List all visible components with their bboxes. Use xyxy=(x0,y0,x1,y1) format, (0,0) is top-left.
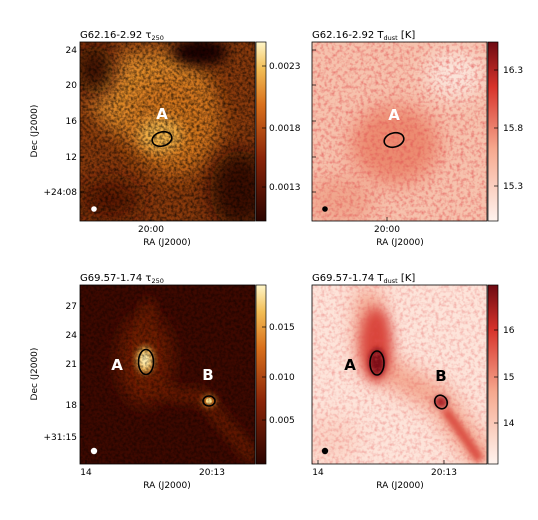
panel-g62-tau: G62.16-2.92 τ250 A 24 20 16 12 +24:08 20 xyxy=(30,30,301,248)
ra-tick: 20:00 xyxy=(138,225,164,235)
colorbar xyxy=(487,41,499,222)
colorbar-tick: 0.010 xyxy=(269,373,295,383)
x-axis-label: RA (J2000) xyxy=(143,481,191,491)
x-axis-label: RA (J2000) xyxy=(376,238,424,248)
source-label-a: A xyxy=(111,356,123,374)
beam-marker xyxy=(321,447,329,455)
colorbar-tick: 16.3 xyxy=(503,66,523,76)
colorbar-tick: 0.005 xyxy=(269,416,295,426)
panel-g69-tau: G69.57-1.74 τ250 A B 27 24 21 18 +31:15 … xyxy=(30,273,295,491)
source-contour-a xyxy=(151,130,173,148)
source-contour-b xyxy=(433,394,449,410)
temperature-map-image xyxy=(312,42,487,221)
source-contour-b xyxy=(202,395,216,407)
source-contour-a xyxy=(137,348,155,376)
colorbar-tick: 0.0023 xyxy=(269,62,301,72)
dec-tick: +31:15 xyxy=(44,433,77,443)
dec-tick: 24 xyxy=(66,46,78,56)
dec-tick: +24:08 xyxy=(44,188,78,198)
colorbar xyxy=(255,284,267,465)
colorbar-tick: 15 xyxy=(503,373,514,383)
colorbar-tick: 0.0018 xyxy=(269,124,301,134)
colorbar-tick: 16 xyxy=(503,326,515,336)
colorbar-tick: 15.3 xyxy=(503,182,523,192)
ra-tick: 20:13 xyxy=(431,468,457,478)
x-axis-label: RA (J2000) xyxy=(376,481,424,491)
panel-g69-tdust: G69.57-1.74 Tdust [K] A B 14 20:13 RA (J… xyxy=(311,273,515,491)
dec-tick: 18 xyxy=(66,401,78,411)
colorbar xyxy=(487,284,499,465)
panel-title: G62.16-2.92 Tdust [K] xyxy=(312,30,415,42)
source-contour-a xyxy=(369,350,385,376)
colorbar xyxy=(255,41,267,222)
colorbar-tick: 0.015 xyxy=(269,323,295,333)
dec-tick: 20 xyxy=(66,81,78,91)
y-axis-label: Dec (J2000) xyxy=(30,348,40,401)
y-axis-label: Dec (J2000) xyxy=(30,105,40,158)
tau-map-image xyxy=(80,285,255,464)
panel-title: G62.16-2.92 τ250 xyxy=(80,30,164,42)
source-contour-a xyxy=(383,131,405,149)
dec-tick: 16 xyxy=(66,117,78,127)
dec-tick: 24 xyxy=(66,331,78,341)
ra-tick: 20:13 xyxy=(199,468,225,478)
ra-tick: 20:00 xyxy=(374,225,400,235)
colorbar-tick: 0.0013 xyxy=(269,183,301,193)
tau-map-image xyxy=(80,42,255,221)
beam-marker xyxy=(91,206,97,212)
colorbar-tick: 15.8 xyxy=(503,124,523,134)
source-label-b: B xyxy=(202,366,213,384)
dec-tick: 27 xyxy=(66,302,77,312)
dec-tick: 21 xyxy=(66,360,77,370)
panel-title: G69.57-1.74 Tdust [K] xyxy=(312,273,415,285)
source-label-b: B xyxy=(435,367,446,385)
dec-tick: 12 xyxy=(66,153,77,163)
source-label-a: A xyxy=(344,356,356,374)
temperature-map-image xyxy=(312,285,487,464)
beam-marker xyxy=(322,206,328,212)
x-axis-label: RA (J2000) xyxy=(143,238,191,248)
source-label-a: A xyxy=(388,106,400,124)
colorbar-tick: 14 xyxy=(503,419,515,429)
panel-title: G69.57-1.74 τ250 xyxy=(80,273,164,285)
source-label-a: A xyxy=(156,105,168,123)
ra-tick: 14 xyxy=(80,468,92,478)
panel-g62-tdust: G62.16-2.92 Tdust [K] A 20:00 RA (J2000)… xyxy=(311,30,523,248)
beam-marker xyxy=(90,447,98,455)
ra-tick: 14 xyxy=(312,468,324,478)
